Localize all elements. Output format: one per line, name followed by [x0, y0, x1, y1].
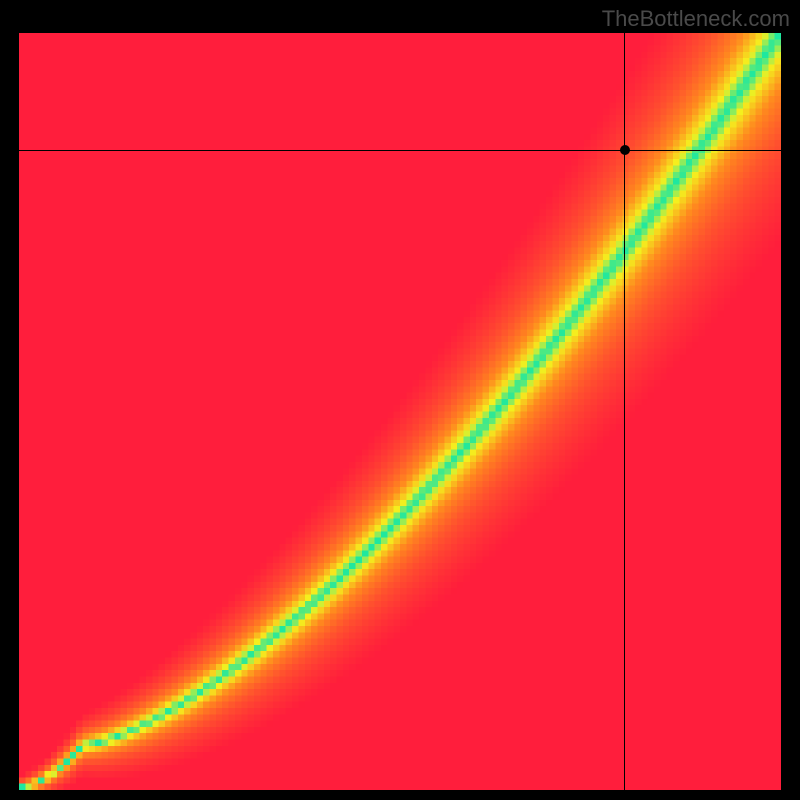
crosshair-horizontal [19, 150, 781, 151]
chart-container: TheBottleneck.com [0, 0, 800, 800]
bottleneck-marker [620, 145, 630, 155]
watermark-text: TheBottleneck.com [602, 6, 790, 32]
heatmap-plot [19, 33, 781, 790]
heatmap-canvas [19, 33, 781, 790]
